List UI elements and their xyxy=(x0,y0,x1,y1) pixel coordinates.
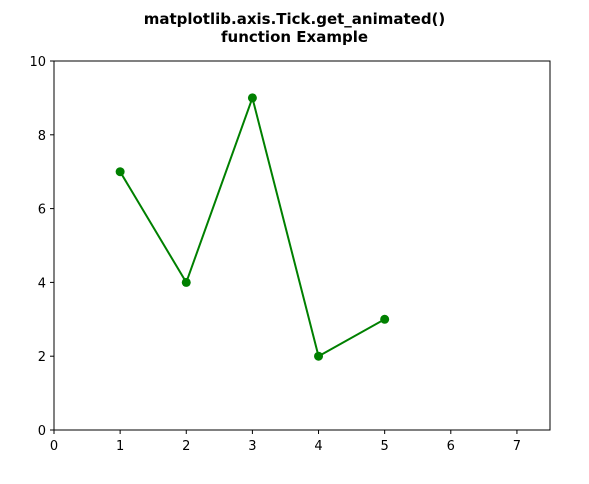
axis-ticks: 0 1 2 3 4 5 6 7 0 2 4 6 8 10 xyxy=(29,55,521,454)
y-tick-label: 8 xyxy=(38,129,46,144)
data-point xyxy=(115,167,125,177)
y-tick-label: 6 xyxy=(38,203,46,218)
y-tick-label: 4 xyxy=(38,276,46,291)
y-tick-label: 2 xyxy=(38,350,46,365)
data-point xyxy=(314,351,324,361)
x-tick-label: 2 xyxy=(182,439,190,454)
x-tick-label: 3 xyxy=(248,439,256,454)
x-tick-label: 6 xyxy=(447,439,455,454)
x-tick-label: 0 xyxy=(50,439,58,454)
x-tick-label: 4 xyxy=(314,439,322,454)
y-tick-label: 0 xyxy=(38,424,46,439)
data-point xyxy=(181,277,191,287)
data-point xyxy=(380,314,390,324)
chart-title-line-2: function Example xyxy=(220,28,369,46)
data-point xyxy=(247,93,257,103)
x-tick-label: 1 xyxy=(116,439,124,454)
y-tick-label: 10 xyxy=(29,55,46,70)
series-line xyxy=(119,96,386,358)
x-tick-label: 7 xyxy=(513,439,521,454)
chart-title-line-1: matplotlib.axis.Tick.get_animated() xyxy=(143,10,446,28)
x-tick-label: 5 xyxy=(381,439,389,454)
plot-area xyxy=(115,93,390,361)
axes-frame xyxy=(53,60,551,431)
